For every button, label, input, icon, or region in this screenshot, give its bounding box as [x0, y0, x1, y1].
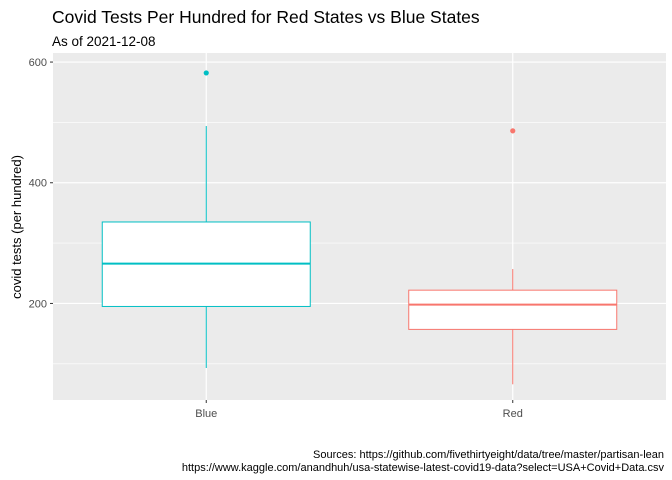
box-layer [101, 70, 618, 385]
box-red [408, 128, 618, 385]
y-tick-label: 600 [29, 57, 47, 69]
x-tick-label: Blue [195, 408, 217, 420]
box-blue [101, 70, 311, 369]
box-iqr [408, 289, 618, 330]
y-tick-label: 400 [29, 178, 47, 190]
outlier-point [203, 70, 209, 76]
outlier-point [510, 128, 516, 134]
chart-title: Covid Tests Per Hundred for Red States v… [52, 7, 480, 27]
y-axis: 200 400 600 [29, 57, 53, 310]
x-tick-label: Red [503, 408, 523, 420]
x-axis: Blue Red [195, 400, 523, 420]
y-tick-label: 200 [29, 298, 47, 310]
caption-line-1: Sources: https://github.com/fivethirtyei… [313, 449, 664, 461]
caption-line-2: https://www.kaggle.com/anandhuh/usa-stat… [182, 462, 665, 474]
chart-subtitle: As of 2021-12-08 [52, 34, 156, 49]
y-axis-title: covid tests (per hundred) [9, 155, 24, 299]
